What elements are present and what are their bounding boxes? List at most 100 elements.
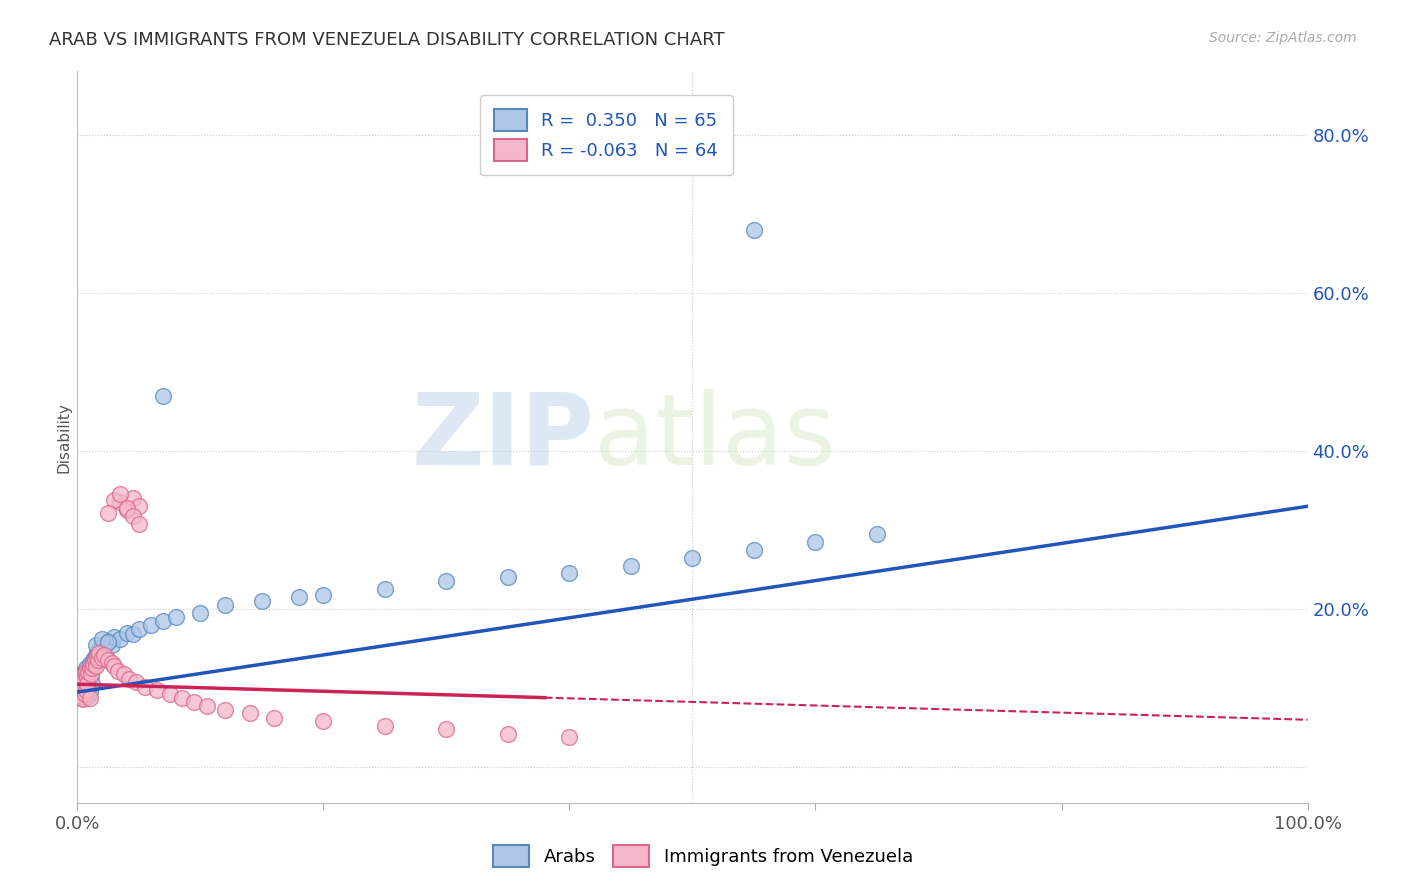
Point bbox=[79, 661, 101, 675]
Point bbox=[90, 632, 114, 646]
Point bbox=[79, 690, 101, 705]
Point bbox=[69, 680, 91, 694]
Point bbox=[90, 638, 114, 652]
Point bbox=[67, 682, 90, 697]
Point bbox=[73, 685, 96, 699]
Point bbox=[93, 648, 115, 662]
Point bbox=[312, 714, 335, 729]
Point bbox=[742, 222, 765, 236]
Point bbox=[69, 681, 91, 695]
Point bbox=[75, 661, 97, 675]
Point bbox=[67, 685, 90, 699]
Point bbox=[76, 667, 98, 681]
Point bbox=[101, 656, 124, 670]
Point bbox=[97, 635, 120, 649]
Point bbox=[72, 690, 94, 705]
Point bbox=[115, 500, 138, 515]
Point bbox=[866, 527, 889, 541]
Point bbox=[152, 614, 174, 628]
Point bbox=[374, 719, 396, 733]
Point bbox=[70, 689, 93, 703]
Point bbox=[86, 649, 108, 664]
Point bbox=[77, 664, 100, 678]
Point bbox=[112, 667, 135, 681]
Point bbox=[496, 570, 519, 584]
Point bbox=[312, 588, 335, 602]
Point bbox=[97, 506, 120, 520]
Point bbox=[72, 673, 94, 688]
Point bbox=[128, 516, 150, 531]
Point bbox=[103, 659, 125, 673]
Point bbox=[67, 681, 90, 695]
Point bbox=[73, 667, 96, 681]
Point bbox=[496, 727, 519, 741]
Point bbox=[195, 698, 218, 713]
Point bbox=[75, 664, 97, 678]
Text: atlas: atlas bbox=[595, 389, 835, 485]
Point bbox=[70, 689, 93, 703]
Point bbox=[84, 656, 107, 670]
Point bbox=[115, 625, 138, 640]
Point bbox=[73, 687, 96, 701]
Point bbox=[76, 677, 98, 691]
Y-axis label: Disability: Disability bbox=[56, 401, 72, 473]
Point bbox=[134, 680, 156, 694]
Point bbox=[77, 689, 100, 703]
Point bbox=[97, 633, 120, 648]
Point bbox=[742, 542, 765, 557]
Point bbox=[558, 566, 581, 581]
Point bbox=[141, 618, 163, 632]
Point bbox=[87, 653, 110, 667]
Point bbox=[436, 723, 458, 737]
Point bbox=[682, 550, 704, 565]
Point bbox=[72, 692, 94, 706]
Point bbox=[84, 659, 107, 673]
Point bbox=[72, 669, 94, 683]
Point bbox=[159, 688, 181, 702]
Point bbox=[214, 703, 236, 717]
Point bbox=[152, 388, 174, 402]
Point bbox=[69, 685, 91, 699]
Point bbox=[67, 688, 90, 702]
Point bbox=[97, 653, 120, 667]
Point bbox=[121, 627, 143, 641]
Point bbox=[70, 667, 93, 681]
Point bbox=[76, 674, 98, 689]
Point bbox=[69, 674, 91, 689]
Point bbox=[84, 638, 107, 652]
Point bbox=[79, 657, 101, 672]
Point bbox=[214, 598, 236, 612]
Point bbox=[183, 695, 205, 709]
Point bbox=[89, 646, 111, 660]
Point bbox=[86, 646, 108, 660]
Point bbox=[67, 679, 90, 693]
Point bbox=[103, 492, 125, 507]
Point bbox=[76, 669, 98, 683]
Point bbox=[75, 682, 97, 697]
Point bbox=[146, 682, 169, 697]
Point bbox=[165, 610, 187, 624]
Point bbox=[128, 622, 150, 636]
Point bbox=[110, 495, 132, 509]
Point bbox=[67, 685, 90, 699]
Point bbox=[70, 669, 93, 683]
Point bbox=[82, 653, 104, 667]
Point bbox=[263, 711, 285, 725]
Point bbox=[70, 688, 93, 702]
Point bbox=[620, 558, 643, 573]
Point bbox=[250, 594, 273, 608]
Point bbox=[121, 491, 143, 506]
Point bbox=[69, 688, 91, 702]
Point bbox=[170, 690, 193, 705]
Point bbox=[80, 667, 103, 681]
Point bbox=[79, 685, 101, 699]
Point bbox=[77, 665, 100, 680]
Point bbox=[110, 632, 132, 646]
Point bbox=[82, 659, 104, 673]
Point bbox=[558, 730, 581, 744]
Point bbox=[90, 651, 114, 665]
Point bbox=[128, 500, 150, 514]
Point bbox=[188, 606, 212, 620]
Point bbox=[89, 641, 111, 656]
Point bbox=[80, 669, 103, 683]
